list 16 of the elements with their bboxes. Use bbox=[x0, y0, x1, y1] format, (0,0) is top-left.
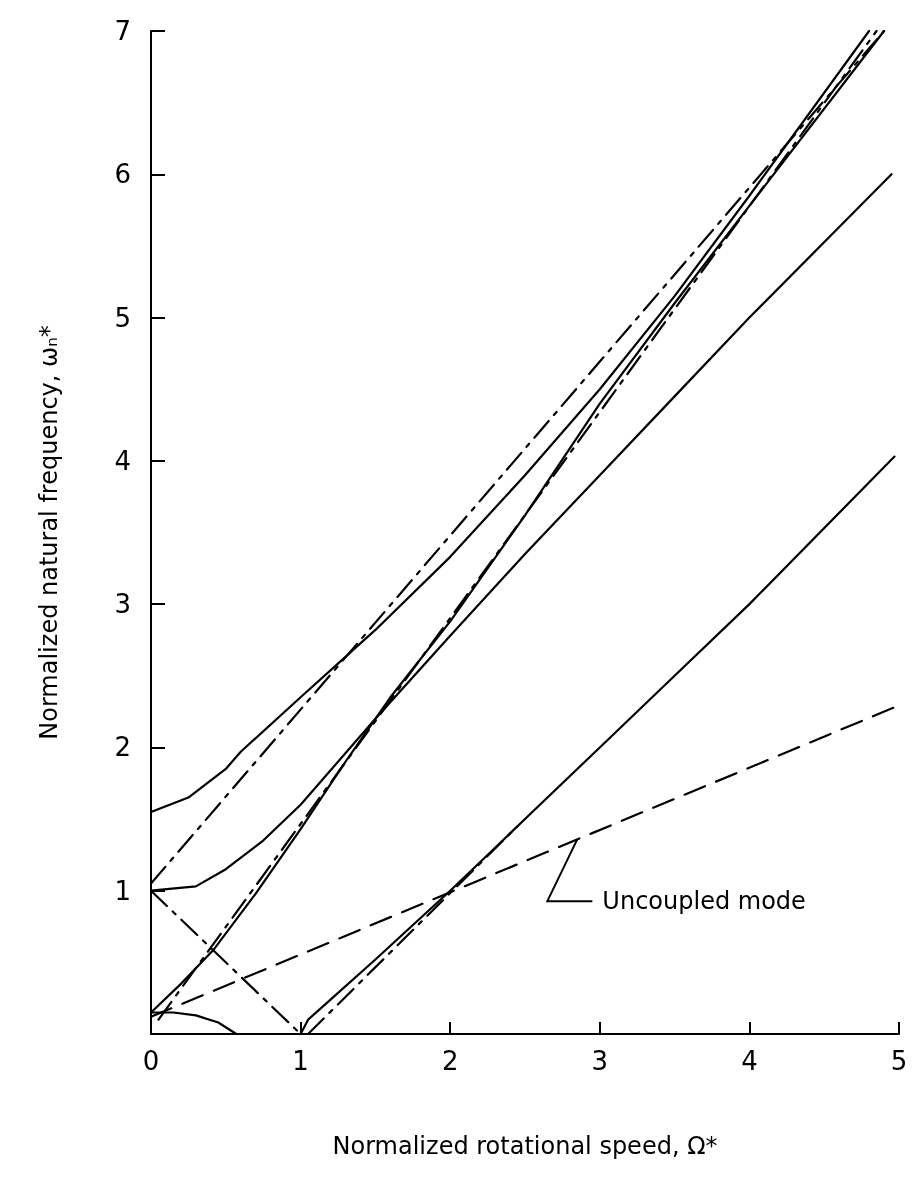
y-tick-label: 7 bbox=[114, 16, 131, 46]
x-tick-label: 3 bbox=[591, 1046, 609, 1076]
y-tick-label: 5 bbox=[114, 302, 131, 333]
x-tick-label: 0 bbox=[142, 1046, 160, 1076]
x-tick-label: 5 bbox=[890, 1046, 908, 1076]
y-axis-title: Normalized natural frequency, ωₙ* bbox=[35, 325, 63, 740]
x-tick-label: 4 bbox=[741, 1046, 758, 1076]
x-tick-label: 2 bbox=[441, 1046, 459, 1076]
x-tick-label: 1 bbox=[292, 1046, 309, 1076]
y-tick-label: 3 bbox=[114, 589, 131, 620]
y-tick-label: 1 bbox=[114, 875, 131, 906]
annotation: Uncoupled mode bbox=[602, 887, 806, 916]
y-tick-label: 6 bbox=[114, 159, 131, 190]
x-axis-title: Normalized rotational speed, Ω* bbox=[332, 1132, 718, 1160]
y-tick-label: 4 bbox=[114, 445, 131, 476]
y-tick-label: 2 bbox=[114, 732, 131, 763]
